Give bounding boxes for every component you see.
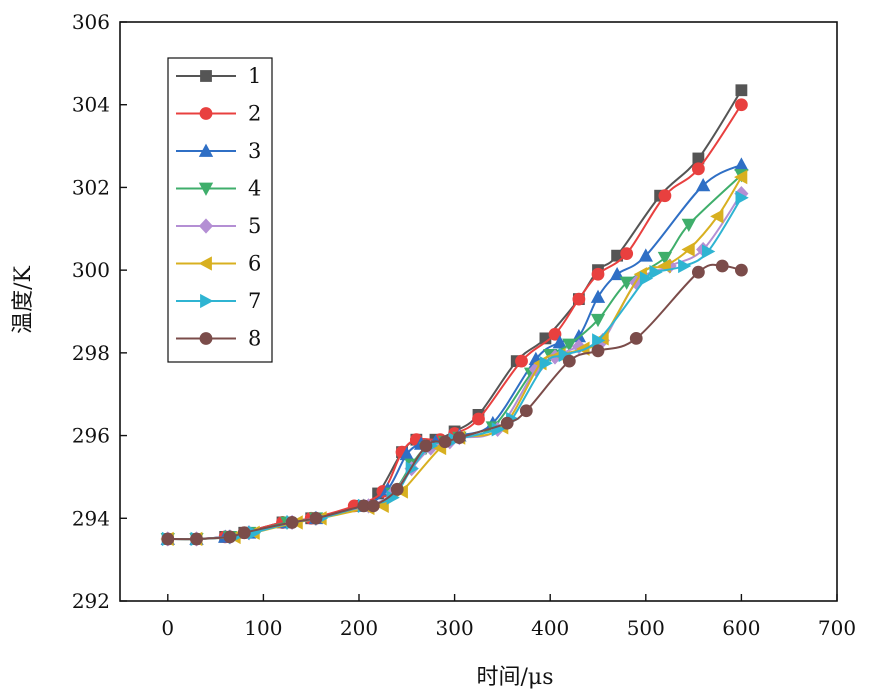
legend-item-7: 7 [176,289,261,313]
legend-marker [200,70,212,82]
legend-item-4: 4 [176,177,261,201]
legend-label: 5 [248,214,261,238]
axis-ticks: 0 100 200 300 400 500 600 700 292 294 296 298 300 302… [72,10,856,640]
data-point [562,354,576,368]
data-point [658,189,672,203]
legend-marker [198,182,214,196]
legend-label: 7 [248,289,261,313]
x-tick-label: 100 [244,616,282,640]
legend-item-5: 5 [176,214,261,238]
data-point [702,244,716,259]
data-point [285,516,299,529]
data-point [629,331,643,345]
x-tick-label: 0 [161,616,174,640]
legend-marker [199,332,213,345]
x-tick-label: 600 [722,616,760,640]
data-point [591,267,605,281]
data-point [548,327,562,341]
data-point [735,84,748,97]
data-point [710,209,724,224]
data-point [591,344,605,358]
data-point [190,532,203,546]
data-point [515,354,528,368]
data-point [691,265,705,279]
y-tick-label: 294 [72,506,110,530]
data-point [735,98,748,112]
data-point [161,532,175,546]
data-point [734,169,748,185]
legend: 1 2 3 4 5 6 7 8 [167,57,273,363]
legend-marker [198,143,214,157]
data-point [309,511,323,525]
legend-label: 3 [248,139,261,163]
y-tick-label: 300 [72,258,110,282]
data-point [734,157,749,171]
data-point [681,242,695,257]
data-point [681,218,696,232]
x-axis-title: 时间/μs [476,665,553,690]
data-point [572,292,586,306]
data-point [223,530,237,544]
y-tick-label: 304 [72,93,110,117]
data-point [390,482,404,496]
legend-item-3: 3 [176,139,261,163]
data-point [472,412,485,426]
legend-item-8: 8 [176,327,261,351]
data-point [576,341,590,356]
legend-item-1: 1 [176,64,261,88]
x-tick-label: 200 [340,616,378,640]
x-tick-label: 400 [531,616,569,640]
legend-item-6: 6 [176,252,261,276]
x-tick-label: 300 [436,616,474,640]
data-point [519,404,533,418]
legend-label: 6 [248,252,261,276]
data-point [552,335,567,349]
plot-frame [119,21,838,602]
series-layer [160,84,749,547]
y-tick-label: 298 [72,341,110,365]
y-tick-label: 296 [72,424,110,448]
data-point [695,178,711,192]
x-tick-label: 700 [818,616,856,640]
legend-marker [198,256,212,271]
data-point [715,259,729,273]
data-point [452,431,466,445]
data-point [735,190,749,205]
legend-label: 4 [248,177,261,201]
data-point [735,263,748,277]
legend-label: 2 [248,102,261,126]
y-axis-title: 温度/K [11,266,36,334]
data-point [691,162,705,176]
data-point [639,271,654,286]
data-point [620,247,634,261]
data-point [590,289,606,303]
data-point [438,435,452,449]
data-point [649,265,663,280]
y-tick-label: 302 [72,175,110,199]
data-point [657,251,673,266]
data-point [539,356,553,371]
data-point [638,248,653,262]
data-point [500,416,514,430]
legend-box [167,57,273,363]
data-point [562,338,577,352]
y-tick-label: 306 [72,10,110,34]
data-point [366,499,380,513]
x-tick-label: 500 [627,616,665,640]
data-point [678,258,692,274]
legend-item-2: 2 [176,102,261,126]
legend-marker [200,293,214,309]
data-point [237,526,251,540]
legend-label: 1 [248,64,261,88]
legend-label: 8 [248,327,261,351]
legend-marker [198,218,214,234]
series-8 [161,259,748,546]
legend-marker [199,107,213,120]
y-tick-label: 292 [72,589,110,613]
data-point [592,333,606,348]
data-point [590,313,606,328]
data-point [419,439,433,453]
